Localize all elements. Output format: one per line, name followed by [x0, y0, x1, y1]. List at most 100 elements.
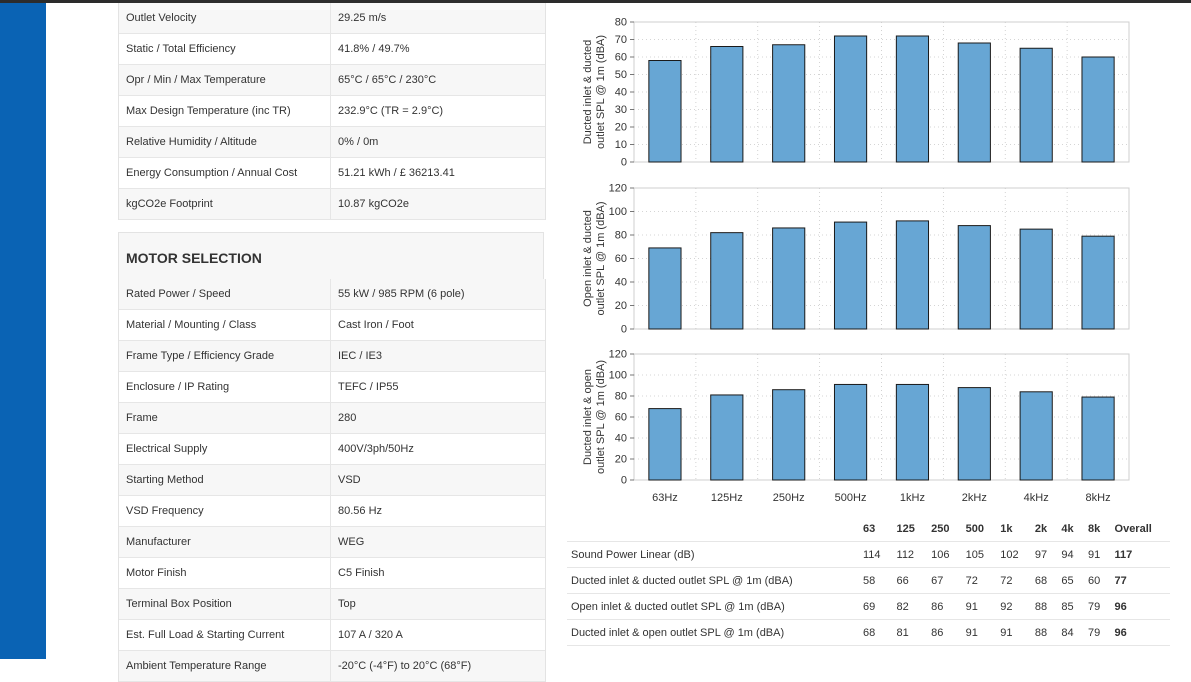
spec-label: Outlet Velocity [119, 3, 331, 33]
table-cell: 105 [961, 541, 997, 568]
spec-label: Est. Full Load & Starting Current [119, 620, 331, 650]
spec-value: 232.9°C (TR = 2.9°C) [338, 105, 444, 117]
y-tick-label: 70 [615, 34, 627, 46]
table-cell: 79 [1083, 593, 1111, 620]
bar [833, 35, 868, 163]
top-bar [0, 0, 1191, 3]
y-tick-label: 10 [615, 139, 627, 151]
table-cell: 91 [961, 619, 997, 646]
spec-label: Rated Power / Speed [119, 279, 331, 309]
table-cell: 60 [1083, 567, 1111, 594]
bar [957, 42, 991, 163]
spec-value: 0% / 0m [338, 136, 379, 148]
spec-row: Relative Humidity / Altitude 0% / 0m [119, 127, 545, 158]
y-tick-label: 100 [609, 206, 627, 218]
spec-value: -20°C (-4°F) to 20°C (68°F) [338, 660, 472, 672]
bar [895, 383, 930, 481]
spec-value: IEC / IE3 [338, 350, 383, 362]
table-row: Open inlet & ducted outlet SPL @ 1m (dBA… [567, 593, 1170, 620]
overall-cell: 96 [1110, 619, 1170, 646]
table-cell: 65 [1057, 567, 1084, 594]
y-tick-label: 80 [615, 391, 627, 403]
chart-panel: 0 10 20 30 40 50 60 70 80 Ducted inlet & ductedou… [582, 17, 1130, 169]
motor-section-header: MOTOR SELECTION [118, 232, 544, 282]
bar [772, 227, 806, 330]
table-cell: 82 [892, 593, 928, 620]
spec-row: Electrical Supply 400V/3ph/50Hz [119, 434, 545, 465]
table-cell: 84 [1057, 619, 1084, 646]
table-cell: 102 [996, 541, 1031, 568]
y-tick-label: 0 [621, 475, 627, 487]
bar [648, 60, 682, 163]
table-corner [567, 516, 859, 542]
motor-section-title: MOTOR SELECTION [126, 250, 262, 266]
x-tick-label: 63Hz [652, 492, 678, 504]
bar [1019, 228, 1053, 330]
y-axis-label: Ducted inlet & openoutlet SPL @ 1m (dBA) [582, 360, 607, 474]
y-tick-label: 80 [615, 17, 627, 29]
spec-row: Frame 280 [119, 403, 545, 434]
spec-label: Static / Total Efficiency [119, 34, 331, 64]
bar [895, 35, 930, 163]
table-cell: 91 [961, 593, 997, 620]
bar [833, 383, 868, 481]
table-cell: 86 [927, 593, 962, 620]
row-label: Sound Power Linear (dB) [567, 541, 859, 568]
y-axis-label: Open inlet & ductedoutlet SPL @ 1m (dBA) [582, 201, 607, 315]
spec-row: Terminal Box Position Top [119, 589, 545, 620]
table-cell: 91 [1083, 541, 1111, 568]
bar [772, 389, 806, 481]
spec-row: Energy Consumption / Annual Cost 51.21 kW… [119, 158, 545, 189]
spec-label: Max Design Temperature (inc TR) [119, 96, 331, 126]
table-header-cell: 250 [927, 516, 962, 542]
spec-row: Ambient Temperature Range -20°C (-4°F) to… [119, 651, 545, 682]
bar [1019, 391, 1053, 481]
bar [957, 225, 991, 330]
spec-value: 41.8% / 49.7% [338, 43, 410, 55]
x-tick-label: 250Hz [773, 492, 805, 504]
y-axis-label-line: outlet SPL @ 1m (dBA) [595, 360, 607, 474]
table-header-cell: 2k [1030, 516, 1058, 542]
table-header-cell: 63 [859, 516, 893, 542]
table-cell: 91 [996, 619, 1031, 646]
table-cell: 97 [1030, 541, 1058, 568]
table-row: Ducted inlet & open outlet SPL @ 1m (dBA… [567, 619, 1170, 646]
bar [648, 247, 682, 330]
bar [772, 44, 806, 163]
y-tick-label: 60 [615, 253, 627, 265]
spec-value: 10.87 kgCO2e [338, 198, 409, 210]
spec-label: VSD Frequency [119, 496, 331, 526]
spec-label: Manufacturer [119, 527, 331, 557]
spec-label: Starting Method [119, 465, 331, 495]
table-header-cell: 8k [1083, 516, 1111, 542]
spec-value: Top [338, 598, 356, 610]
y-tick-label: 40 [615, 433, 627, 445]
table-cell: 68 [859, 619, 893, 646]
table-cell: 79 [1083, 619, 1111, 646]
spec-value: Cast Iron / Foot [338, 319, 414, 331]
spec-value: 51.21 kWh / £ 36213.41 [338, 167, 455, 179]
y-tick-label: 60 [615, 412, 627, 424]
spec-label: Relative Humidity / Altitude [119, 127, 331, 157]
spec-row: Est. Full Load & Starting Current 107 A /… [119, 620, 545, 651]
y-tick-label: 100 [609, 370, 627, 382]
spec-row: Rated Power / Speed 55 kW / 985 RPM (6 po… [119, 279, 545, 310]
spec-label: Ambient Temperature Range [119, 651, 331, 681]
x-tick-label: 2kHz [962, 492, 987, 504]
sound-data-table: 63 125 250 500 1k 2k 4k 8k Overall Sound Power L… [567, 516, 1170, 646]
y-tick-label: 120 [609, 349, 627, 361]
spec-value: 400V/3ph/50Hz [338, 443, 414, 455]
x-tick-label: 125Hz [711, 492, 743, 504]
table-cell: 72 [961, 567, 997, 594]
spec-row: Opr / Min / Max Temperature 65°C / 65°C /… [119, 65, 545, 96]
sidebar [0, 3, 46, 659]
bar [710, 232, 744, 330]
spec-row: Max Design Temperature (inc TR) 232.9°C (… [119, 96, 545, 127]
bar [710, 46, 744, 163]
spec-label: Opr / Min / Max Temperature [119, 65, 331, 95]
spec-value: 55 kW / 985 RPM (6 pole) [338, 288, 465, 300]
spec-value: VSD [338, 474, 361, 486]
y-tick-label: 40 [615, 277, 627, 289]
y-tick-label: 40 [615, 87, 627, 99]
